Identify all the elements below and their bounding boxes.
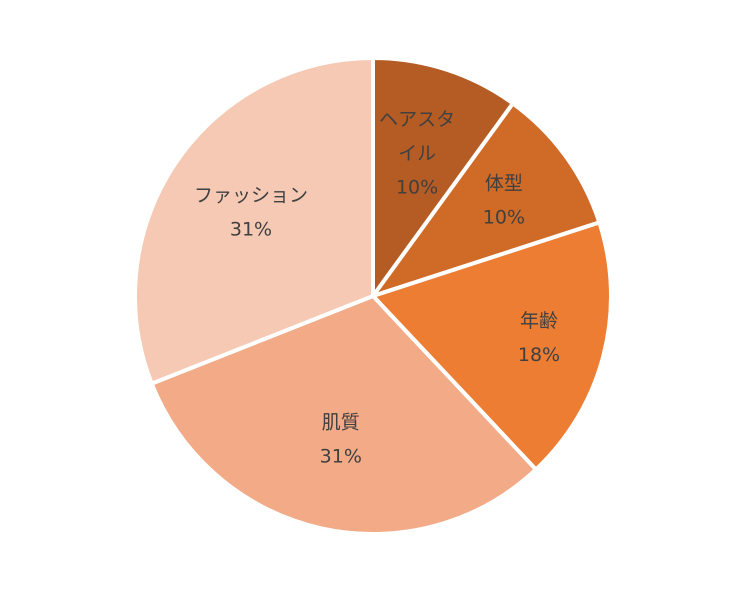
pie-slice-4 bbox=[149, 294, 538, 536]
slice-value-label: 31% bbox=[230, 219, 272, 241]
slice-name-label: 年齢 bbox=[520, 310, 558, 332]
slice-name-label: ヘアスタ bbox=[379, 109, 455, 131]
slice-value-label: 18% bbox=[518, 344, 560, 366]
pie-slice-5 bbox=[133, 56, 375, 386]
pie-slice-2 bbox=[371, 101, 602, 298]
slice-name-label: 肌質 bbox=[322, 412, 360, 434]
slice-value-label: 10% bbox=[396, 177, 438, 199]
slice-name-label: ファッション bbox=[194, 185, 308, 207]
pie-slice-3 bbox=[371, 220, 613, 472]
slice-name-label: イル bbox=[398, 143, 436, 165]
slice-value-label: 10% bbox=[483, 206, 525, 228]
slice-value-label: 31% bbox=[320, 446, 362, 468]
pie-slice-1 bbox=[371, 56, 515, 298]
slice-name-label: 体型 bbox=[485, 172, 523, 194]
